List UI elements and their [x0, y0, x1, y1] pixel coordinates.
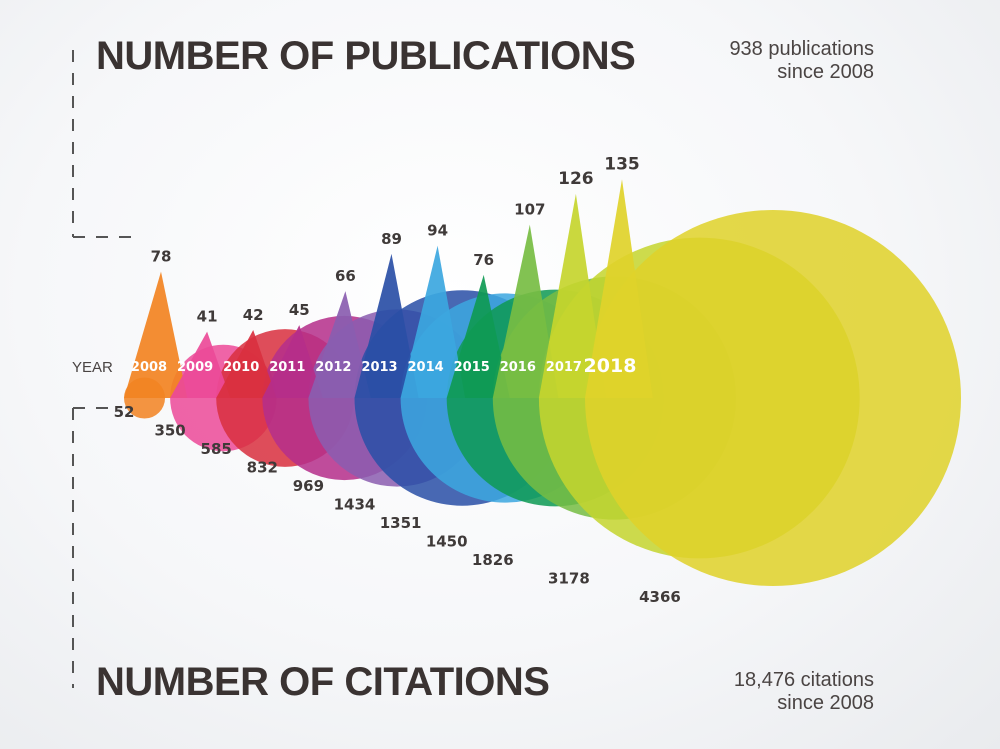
citation-value-2015: 1450 [426, 533, 468, 551]
publication-spike-2009 [170, 331, 231, 398]
citation-value-2008: 52 [114, 403, 135, 421]
citation-value-2012: 969 [293, 477, 324, 495]
year-label-2014: 2014 [408, 360, 444, 375]
citation-value-2009: 350 [154, 422, 185, 440]
citations-summary: 18,476 citations since 2008 [734, 669, 874, 715]
publication-value-2016: 107 [514, 201, 545, 219]
publication-spike-2017 [538, 193, 606, 398]
publication-spike-2011 [262, 325, 323, 398]
publication-value-2013: 89 [381, 230, 402, 248]
publication-spikes [124, 179, 653, 398]
publication-spike-2012 [308, 291, 371, 398]
publication-value-2017: 126 [558, 169, 594, 189]
publications-summary: 938 publications since 2008 [729, 38, 874, 84]
year-axis-label: YEAR [72, 359, 113, 376]
year-label-2017: 2017 [546, 360, 582, 375]
publications-total: 938 publications [729, 38, 874, 60]
year-label-2013: 2013 [361, 360, 397, 375]
publication-value-2008: 78 [151, 248, 172, 266]
publication-spike-2010 [216, 329, 277, 398]
publication-spike-2018 [585, 179, 653, 398]
year-label-2009: 2009 [177, 360, 213, 375]
citation-value-2018: 4366 [639, 588, 681, 606]
publications-heading: NUMBER OF PUBLICATIONS [96, 34, 636, 78]
year-label-2008: 2008 [131, 360, 167, 375]
citation-value-2014: 1351 [380, 514, 422, 532]
publication-value-2012: 66 [335, 267, 356, 285]
publications-since: since 2008 [777, 61, 874, 83]
publication-value-2009: 41 [197, 308, 218, 326]
citations-total: 18,476 citations [733, 669, 874, 691]
year-label-2012: 2012 [315, 360, 351, 375]
citation-value-2017: 3178 [548, 570, 590, 588]
chart-labels: 78 41 42 45 66 89 94 76 107 126 135 2008 2009 2010 201… [72, 154, 681, 606]
citation-value-2013: 1434 [334, 496, 376, 514]
publication-spike-2008 [124, 271, 188, 398]
citation-value-2016: 1826 [472, 551, 514, 569]
publication-spike-2014 [400, 245, 466, 398]
publication-value-2015: 76 [473, 251, 494, 269]
publication-value-2010: 42 [243, 306, 264, 324]
publication-value-2011: 45 [289, 301, 310, 319]
citation-value-2010: 585 [201, 440, 232, 458]
citation-bubble-2018 [585, 210, 961, 586]
citation-value-2011: 832 [247, 459, 278, 477]
year-label-2010: 2010 [223, 360, 259, 375]
publication-value-2018: 135 [604, 154, 640, 174]
citations-heading: NUMBER OF CITATIONS [96, 660, 550, 704]
publication-spike-2016 [492, 224, 559, 398]
axis-brackets [72, 50, 140, 688]
year-label-2011: 2011 [269, 360, 305, 375]
year-label-2018: 2018 [584, 355, 637, 377]
publication-spike-2013 [354, 253, 419, 398]
citations-since: since 2008 [777, 692, 874, 714]
publication-spike-2015 [446, 274, 510, 398]
publication-value-2014: 94 [427, 222, 448, 240]
year-label-2015: 2015 [454, 360, 490, 375]
year-label-2016: 2016 [500, 360, 536, 375]
